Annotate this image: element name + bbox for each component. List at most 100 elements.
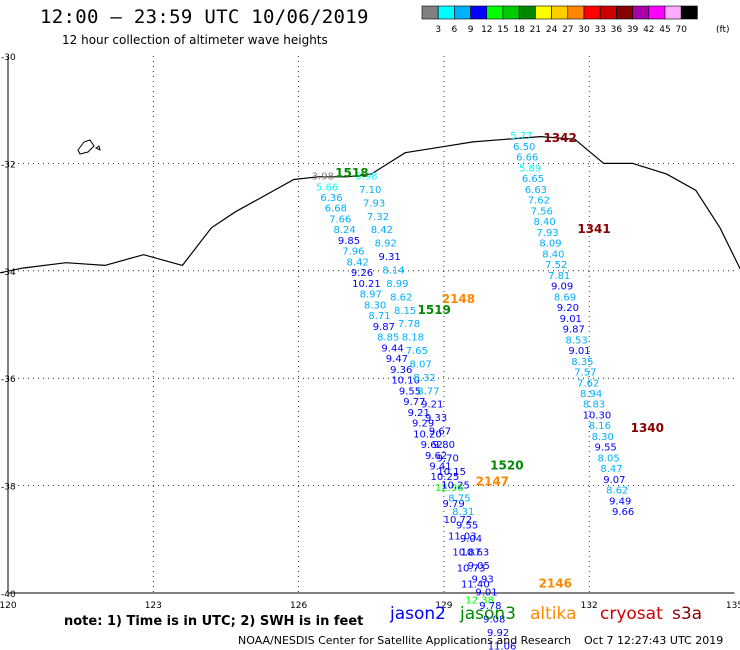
colorbar-tick-label: 42 [643, 25, 654, 35]
wave-height-value: 9.04 [460, 534, 482, 545]
wave-height-value: 11.40 [461, 580, 490, 591]
map-title: 12:00 – 23:59 UTC 10/06/2019 [40, 6, 369, 28]
wave-height-value: 8.69 [554, 292, 576, 303]
lat-tick-label: -34 [1, 268, 16, 278]
colorbar-tick-label: 36 [611, 25, 623, 35]
lat-tick-label: -36 [1, 375, 16, 385]
wave-height-value: 9.20 [557, 303, 579, 314]
wave-height-value: 10.25 [431, 472, 460, 483]
wave-height-value: 10.10 [391, 376, 420, 387]
colorbar-tick-label: 18 [513, 25, 525, 35]
wave-height-value: 6.66 [516, 153, 538, 164]
wave-height-value: 9.08 [483, 615, 505, 626]
wave-height-value: 8.09 [539, 239, 561, 250]
wave-height-value: 9.66 [612, 507, 634, 518]
lat-tick-label: -32 [1, 160, 16, 170]
wave-height-value: 8.71 [368, 311, 390, 322]
wave-height-value: 10.21 [352, 279, 381, 290]
wave-height-value: 9.77 [403, 397, 425, 408]
colorbar-tick-label: 21 [530, 25, 541, 35]
wave-height-value: 7.57 [574, 368, 596, 379]
wave-height-value: 9.33 [425, 413, 447, 424]
wave-height-value: 7.93 [363, 198, 385, 209]
colorbar-tick-label: 45 [659, 25, 670, 35]
wave-height-value: 10.30 [583, 410, 612, 421]
lon-tick-label: 123 [145, 601, 162, 611]
wave-height-value: 7.81 [548, 271, 570, 282]
colorbar-tick-label: 9 [468, 25, 474, 35]
wave-height-value: 8.62 [390, 292, 412, 303]
wave-height-value: 8.62 [606, 486, 628, 497]
wave-height-value: 9.31 [379, 252, 401, 263]
wave-height-value: 9.55 [595, 443, 617, 454]
wave-height-value: 8.42 [347, 257, 369, 268]
wave-height-value: 7.56 [531, 206, 553, 217]
wave-height-value: 8.31 [452, 507, 474, 518]
wave-height-value: 5.89 [519, 163, 541, 174]
lon-tick-label: 135 [726, 601, 740, 611]
colorbar-unit: (ft) [716, 25, 730, 35]
map-subtitle: 12 hour collection of altimeter wave hei… [62, 33, 328, 47]
wave-height-value: 8.92 [375, 239, 397, 250]
island [95, 145, 101, 151]
colorbar-tick-label: 3 [435, 25, 441, 35]
wave-height-value: 9.62 [425, 451, 447, 462]
wave-height-value: 9.47 [386, 354, 408, 365]
colorbar-tick-label: 15 [497, 25, 508, 35]
colorbar-tick-label: 27 [562, 25, 573, 35]
wave-height-value: 8.14 [382, 265, 404, 276]
wave-height-value: 9.55 [456, 521, 478, 532]
wave-height-value: 7.66 [329, 214, 351, 225]
wave-height-value: 9.92 [487, 628, 509, 639]
wave-height-value: 8.07 [410, 359, 432, 370]
orbit-pass-label: 1342 [543, 131, 576, 145]
wave-height-value: 7.96 [342, 247, 364, 258]
wave-height-value: 8.97 [360, 290, 382, 301]
satellite-label-cryosat: cryosat [600, 604, 663, 624]
wave-height-value: 9.36 [390, 365, 412, 376]
island [77, 139, 95, 155]
wave-height-value: 12.38 [465, 596, 494, 607]
wave-height-value: 10.63 [461, 547, 490, 558]
wave-height-value: 9.26 [351, 268, 373, 279]
wave-height-value: 12.96 [435, 483, 464, 494]
wave-height-value: 8.42 [371, 225, 393, 236]
lat-tick-label: -40 [1, 590, 16, 600]
colorbar-tick-label: 24 [546, 25, 558, 35]
wave-height-value: 11.06 [488, 641, 517, 650]
wave-height-value: 8.83 [583, 400, 605, 411]
colorbar-tick-label: 30 [578, 25, 590, 35]
orbit-pass-label: 1519 [418, 303, 451, 317]
wave-height-value: 10.87 [452, 547, 481, 558]
satellite-label-s3a: s3a [672, 604, 703, 624]
wave-height-value: 5.98 [355, 172, 377, 183]
orbit-pass-label: 1520 [490, 458, 523, 472]
wave-height-value: 10.73 [457, 564, 486, 575]
wave-height-value: 7.93 [536, 228, 558, 239]
orbit-pass-label: 1340 [631, 421, 664, 435]
orbit-pass-label: 2147 [476, 475, 509, 489]
lon-tick-label: 129 [435, 601, 452, 611]
wave-height-value: 7.78 [398, 319, 420, 330]
wave-height-value: 9.21 [421, 400, 443, 411]
wave-height-value: 9.78 [479, 601, 501, 612]
wave-height-value: 10.25 [441, 480, 470, 491]
wave-height-value: 8.05 [597, 453, 619, 464]
wave-height-value: 5.77 [510, 131, 532, 142]
wave-height-value: 7.52 [545, 260, 567, 271]
lat-tick-label: -38 [1, 483, 16, 493]
wave-height-value: 6.63 [525, 185, 547, 196]
wave-height-value: 10.72 [444, 515, 473, 526]
colorbar-swatch [680, 5, 698, 20]
generated-timestamp: Oct 7 12:27:43 UTC 2019 [584, 634, 724, 647]
footer-note: note: 1) Time is in UTC; 2) SWH is in fe… [64, 614, 364, 629]
satellite-label-jason2: jason2 [390, 604, 446, 624]
colorbar-tick-label: 6 [452, 25, 458, 35]
lon-tick-label: 126 [290, 601, 307, 611]
wave-height-value: 9.62 [421, 440, 443, 451]
coastline [0, 135, 740, 274]
wave-height-value: 5.66 [316, 182, 338, 193]
wave-height-value: 10.20 [413, 429, 442, 440]
wave-height-value: 9.93 [472, 574, 494, 585]
wave-height-value: 9.41 [429, 461, 451, 472]
